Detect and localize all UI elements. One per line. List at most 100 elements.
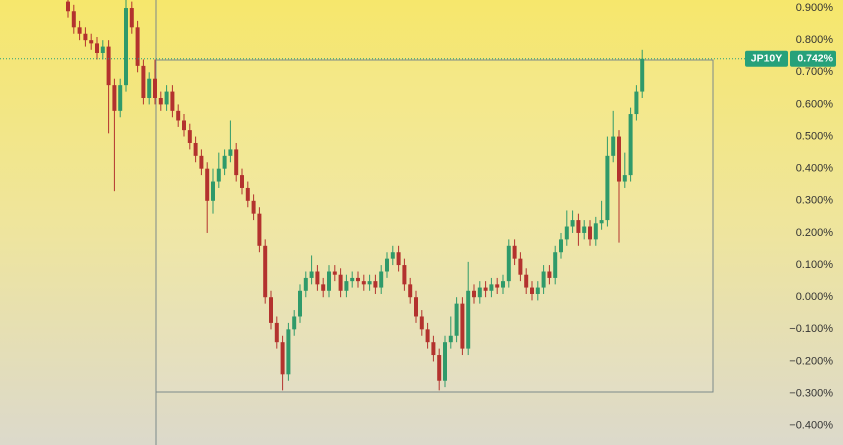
candle-body: [71, 11, 76, 28]
y-tick-label: 0.900%: [796, 2, 834, 14]
candle-body: [344, 281, 349, 291]
candle-body: [582, 226, 587, 233]
candle-body: [153, 78, 157, 98]
candle-body: [396, 252, 401, 266]
y-tick-label: 0.600%: [796, 98, 834, 110]
candle-body: [141, 65, 146, 98]
candle-body: [524, 274, 529, 288]
candle-body: [176, 110, 181, 121]
candle-body: [489, 284, 494, 291]
candle-body: [495, 284, 500, 288]
candle-body: [547, 271, 552, 278]
candle-body: [535, 287, 540, 294]
y-tick-label: 0.800%: [796, 34, 834, 46]
candle-body: [437, 355, 442, 381]
drawn-rectangle: [155, 59, 714, 393]
candle-body: [240, 175, 244, 188]
candle-body: [274, 322, 279, 343]
candle-body: [280, 342, 285, 375]
candle-body: [332, 271, 337, 275]
candle-body: [193, 142, 198, 156]
candle-body: [106, 46, 111, 86]
y-tick-label: 0.100%: [796, 259, 834, 271]
y-tick-label: 0.500%: [796, 130, 834, 142]
candle-body: [408, 284, 413, 298]
candle-body: [605, 155, 610, 221]
candle-body: [135, 27, 140, 66]
candle-body: [315, 271, 320, 285]
candle-body: [553, 252, 558, 278]
candle-body: [199, 155, 204, 169]
candle-body: [205, 168, 210, 201]
candle-body: [269, 297, 273, 323]
candle-body: [83, 33, 88, 41]
candle-body: [356, 277, 360, 282]
candle-body: [419, 316, 424, 330]
candle-body: [576, 220, 581, 233]
candle-body: [472, 290, 476, 298]
candle-body: [124, 8, 128, 86]
price-tag-label: 0.742%: [797, 53, 833, 65]
candle-body: [379, 271, 384, 288]
candle-body: [477, 287, 482, 298]
candle-body: [187, 130, 192, 143]
candle-body: [460, 303, 465, 349]
y-tick-label: −0.200%: [789, 355, 833, 367]
candle-body: [501, 281, 505, 288]
candle-body: [77, 27, 82, 34]
candle-body: [286, 329, 291, 375]
candle-body: [466, 290, 471, 349]
price-tag: [790, 50, 836, 67]
candle-body: [593, 223, 598, 240]
candle-body: [182, 120, 186, 131]
candle-body: [361, 281, 366, 285]
y-tick-label: 0.200%: [796, 227, 834, 239]
candle-body: [617, 136, 621, 182]
candle-body: [245, 187, 250, 201]
candle-body: [454, 303, 459, 336]
y-tick-label: 0.300%: [796, 195, 834, 207]
candle-body: [129, 8, 134, 28]
candle-body: [518, 258, 523, 275]
candle-body: [303, 277, 308, 291]
candle-body: [512, 245, 517, 259]
candle-body: [164, 91, 169, 105]
candle-body: [170, 91, 175, 111]
candle-body: [292, 316, 297, 330]
candle-body: [570, 220, 575, 227]
candle-body: [298, 290, 302, 317]
candle-body: [100, 46, 105, 54]
candle-body: [309, 271, 314, 278]
candle-body: [338, 274, 343, 291]
candle-body: [234, 149, 239, 176]
symbol-tag: [745, 50, 788, 67]
candle-body: [350, 277, 355, 282]
candle-body: [530, 287, 534, 294]
candle-body: [216, 168, 221, 182]
y-tick-label: 0.000%: [796, 291, 834, 303]
candle-body: [483, 287, 488, 291]
y-tick-label: −0.400%: [789, 420, 833, 432]
candle-body: [414, 297, 418, 317]
candle-body: [431, 342, 436, 356]
candle-body: [588, 226, 592, 240]
candle-body: [640, 58, 645, 92]
candle-body: [373, 281, 378, 288]
candle-body: [367, 281, 372, 285]
candle-body: [448, 335, 453, 343]
candle-body: [622, 175, 627, 182]
candle-body: [158, 97, 163, 105]
candle-body: [112, 85, 117, 111]
candle-body: [628, 114, 633, 176]
y-tick-label: −0.300%: [789, 387, 833, 399]
candle-body: [321, 284, 326, 291]
candle-body: [390, 252, 395, 259]
symbol-label: JP10Y: [751, 53, 783, 65]
y-tick-label: 0.700%: [796, 66, 834, 78]
y-tick-label: 0.400%: [796, 163, 834, 175]
candle-body: [222, 155, 227, 169]
candle-body: [402, 265, 407, 285]
candle-body: [506, 245, 511, 282]
candle-body: [251, 200, 256, 214]
